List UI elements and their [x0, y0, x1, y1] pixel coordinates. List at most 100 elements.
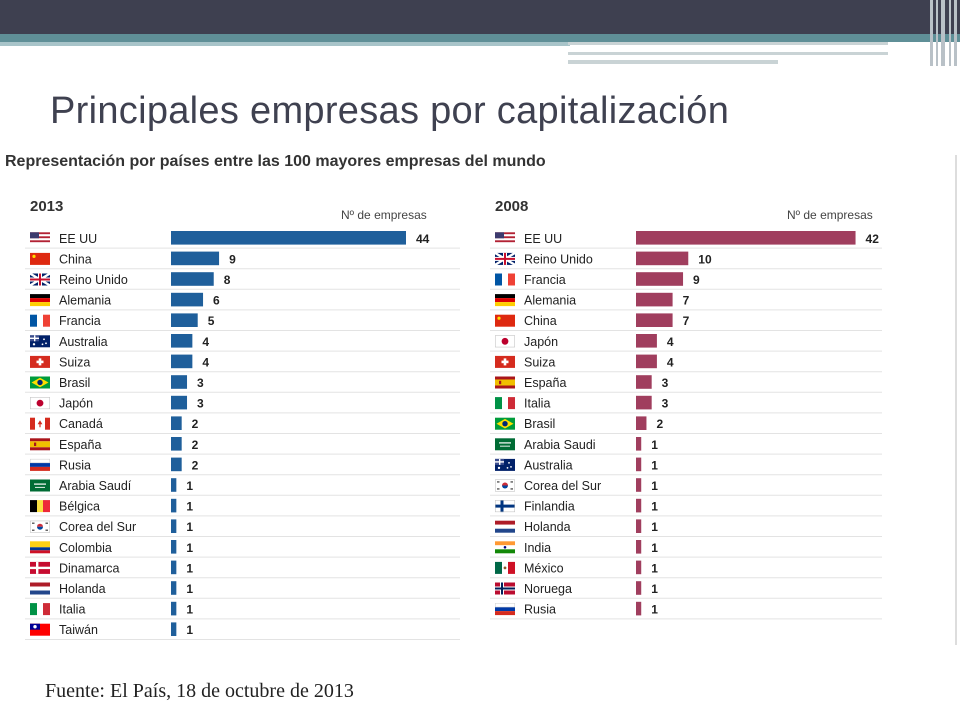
- flag-korea-icon: [495, 479, 515, 492]
- country-label: Japón: [59, 397, 93, 411]
- flag-canada-icon: [30, 417, 50, 430]
- bar-value-label: 4: [667, 355, 674, 369]
- bar-value-label: 1: [651, 458, 658, 472]
- country-label: Rusia: [524, 603, 556, 617]
- flag-saudi-icon: [30, 479, 50, 492]
- flag-norway-icon: [495, 582, 515, 595]
- bar-row: Colombia 1: [25, 540, 460, 558]
- bar-row: China 9: [25, 251, 460, 270]
- bar: [171, 416, 182, 430]
- flag-finland-icon: [495, 500, 515, 513]
- flag-switzerland-icon: [495, 355, 515, 368]
- bar-row: EE UU 42: [490, 231, 882, 249]
- slide-accent-line: [568, 52, 888, 55]
- country-label: Suiza: [59, 355, 90, 369]
- bar: [171, 292, 204, 307]
- bar-row: Japón 3: [25, 395, 460, 414]
- flag-australia-icon: [30, 335, 50, 348]
- bar-row: Finlandia 1: [490, 498, 882, 517]
- bar-value-label: 2: [192, 458, 199, 472]
- flag-china-icon: [495, 314, 515, 327]
- slide-title: Principales empresas por capitalización: [50, 90, 730, 132]
- flag-italy-icon: [495, 397, 515, 410]
- bar-row: Bélgica 1: [25, 498, 460, 517]
- bar: [171, 334, 193, 348]
- flag-brazil-icon: [495, 417, 515, 430]
- value-axis-label: Nº de empresas: [341, 208, 427, 222]
- country-label: Canadá: [59, 417, 103, 431]
- country-label: China: [524, 314, 557, 328]
- bar-value-label: 10: [698, 252, 712, 266]
- country-label: Japón: [524, 335, 558, 349]
- bar-value-label: 1: [651, 520, 658, 534]
- country-label: España: [524, 376, 566, 390]
- bar-row: Australia 1: [490, 457, 882, 476]
- bar-row: Arabia Saudi 1: [490, 437, 882, 455]
- bar-row: Reino Unido 10: [490, 251, 882, 270]
- bar: [171, 457, 182, 472]
- country-label: Suiza: [524, 355, 555, 369]
- bar-value-label: 1: [186, 561, 193, 575]
- bar-row: Suiza 4: [490, 354, 882, 373]
- chart-subtitle: Representación por países entre las 100 …: [5, 153, 546, 170]
- country-label: Noruega: [524, 582, 572, 596]
- bar-value-label: 3: [662, 397, 669, 411]
- bar: [171, 437, 182, 451]
- bar-value-label: 1: [186, 479, 193, 493]
- flag-spain-icon: [495, 376, 515, 389]
- bar-row: Brasil 2: [490, 416, 882, 434]
- bar-row: Rusia 1: [490, 601, 882, 620]
- bar: [636, 313, 673, 327]
- flag-germany-icon: [495, 294, 515, 307]
- country-label: México: [524, 561, 564, 575]
- bar-row: Brasil 3: [25, 375, 460, 393]
- bar-row: Taiwán 1: [25, 622, 460, 640]
- country-label: EE UU: [524, 232, 562, 246]
- slide-accent-line: [568, 42, 888, 45]
- bar-value-label: 1: [186, 603, 193, 617]
- bar-value-label: 42: [866, 232, 880, 246]
- bar-value-label: 1: [651, 500, 658, 514]
- bar-value-label: 6: [213, 294, 220, 308]
- bar-row: Rusia 2: [25, 457, 460, 476]
- country-label: Australia: [59, 335, 108, 349]
- bar-row: Alemania 7: [490, 292, 882, 311]
- bar-row: Alemania 6: [25, 292, 460, 311]
- bar-value-label: 8: [224, 273, 231, 287]
- bar-value-label: 1: [651, 582, 658, 596]
- flag-france-icon: [30, 314, 50, 327]
- bar: [171, 581, 177, 595]
- bar-value-label: 9: [693, 273, 700, 287]
- bar: [636, 272, 684, 286]
- country-label: Francia: [59, 314, 101, 328]
- country-label: Reino Unido: [524, 252, 593, 266]
- country-label: Italia: [524, 397, 550, 411]
- bar-row: Japón 4: [490, 334, 882, 352]
- bar-row: España 3: [490, 375, 882, 393]
- country-label: Alemania: [59, 294, 111, 308]
- bar-row: Suiza 4: [25, 354, 460, 373]
- bar-row: México 1: [490, 560, 882, 579]
- slide-accent-line: [0, 42, 570, 46]
- bar-value-label: 4: [202, 335, 209, 349]
- flag-netherlands-icon: [30, 582, 50, 595]
- country-label: India: [524, 541, 551, 555]
- bar-row: Dinamarca 1: [25, 560, 460, 579]
- flag-russia-icon: [495, 603, 515, 616]
- country-label: Brasil: [524, 417, 555, 431]
- bar-value-label: 3: [197, 376, 204, 390]
- bar: [171, 519, 177, 533]
- bar: [636, 498, 642, 513]
- bar-row: Corea del Sur 1: [490, 478, 882, 496]
- bar-value-label: 1: [651, 541, 658, 555]
- flag-switzerland-icon: [30, 355, 50, 368]
- bar-value-label: 1: [651, 603, 658, 617]
- bar-row: Italia 1: [25, 601, 460, 620]
- flag-india-icon: [495, 541, 515, 554]
- bar: [171, 560, 177, 575]
- country-label: España: [59, 438, 101, 452]
- country-label: EE UU: [59, 232, 97, 246]
- bar-value-label: 1: [651, 438, 658, 452]
- bar: [636, 231, 856, 245]
- bar: [636, 334, 657, 348]
